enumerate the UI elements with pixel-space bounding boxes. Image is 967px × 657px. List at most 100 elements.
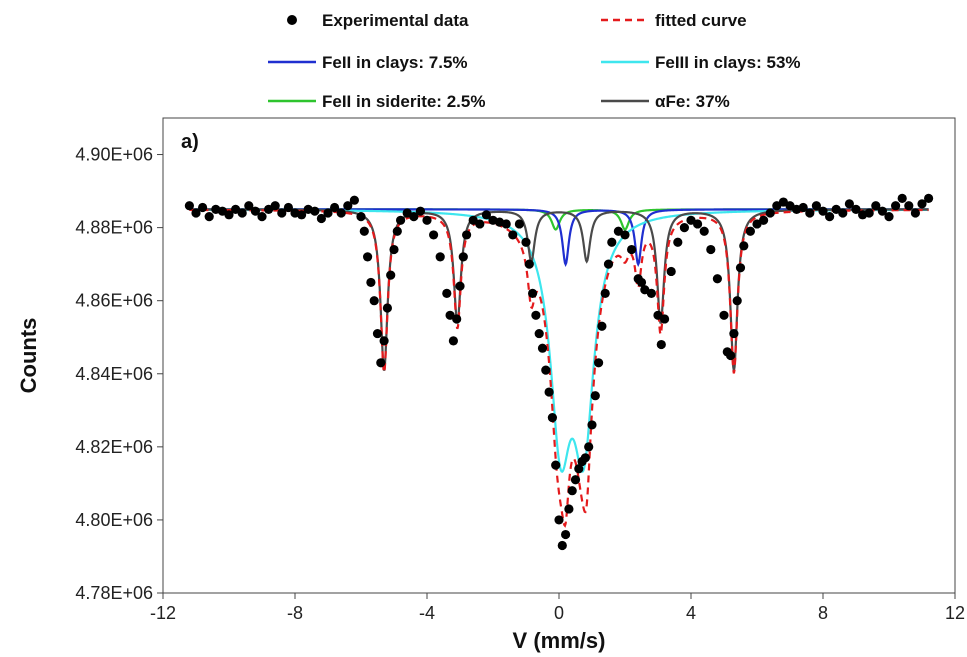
alpha-fe-curve	[189, 208, 929, 371]
x-tick-label: -8	[287, 603, 303, 623]
y-tick-label: 4.86E+06	[75, 291, 153, 311]
data-point	[564, 504, 574, 514]
data-point	[646, 288, 657, 298]
data-point	[237, 208, 247, 218]
legend-label-fe2-siderite: FeII in siderite: 2.5%	[322, 92, 485, 111]
data-point	[656, 339, 666, 350]
data-point	[336, 208, 346, 218]
data-point	[594, 358, 604, 368]
data-point	[429, 230, 439, 240]
data-point	[343, 201, 353, 211]
data-point	[587, 420, 597, 430]
data-point	[825, 212, 835, 222]
data-point	[699, 226, 709, 236]
data-point	[838, 208, 848, 218]
data-point	[508, 230, 518, 240]
data-point	[283, 202, 293, 213]
data-point	[501, 219, 511, 229]
data-point	[531, 310, 541, 320]
x-tick-label: -4	[419, 603, 435, 623]
data-point	[547, 413, 558, 423]
data-point	[514, 219, 525, 229]
data-point	[574, 464, 584, 474]
data-point	[524, 259, 534, 269]
data-point	[910, 208, 921, 218]
data-point	[544, 387, 554, 397]
data-point	[191, 208, 201, 218]
data-point	[745, 226, 756, 236]
data-point	[811, 201, 822, 211]
data-point	[851, 204, 861, 214]
data-point	[452, 314, 462, 324]
data-point	[666, 266, 676, 277]
data-point	[759, 215, 769, 225]
data-point	[554, 515, 564, 525]
data-point	[693, 219, 703, 229]
data-point	[409, 212, 419, 222]
data-point	[392, 226, 402, 236]
data-point	[257, 212, 267, 222]
data-point	[369, 296, 379, 306]
data-point	[184, 201, 194, 211]
data-point	[455, 281, 465, 291]
data-point	[422, 215, 432, 225]
data-point	[297, 210, 307, 220]
data-point	[765, 208, 775, 218]
data-point	[442, 288, 452, 298]
data-point	[330, 202, 340, 213]
y-tick-label: 4.78E+06	[75, 583, 153, 603]
fe3-clays-curve	[189, 208, 929, 473]
data-point	[224, 210, 234, 220]
legend-marker-experimental	[287, 15, 297, 25]
legend-label-experimental: Experimental data	[322, 11, 469, 30]
data-point	[551, 460, 561, 470]
panel-label: a)	[181, 131, 199, 153]
data-point	[435, 252, 445, 262]
data-point	[603, 259, 614, 269]
data-point	[636, 277, 647, 288]
x-axis: -12 -8 -4 0 4 8 12	[150, 593, 965, 623]
data-point	[537, 343, 548, 353]
y-tick-label: 4.80E+06	[75, 510, 153, 530]
data-point	[924, 193, 934, 203]
data-point	[415, 206, 425, 216]
data-point	[660, 314, 670, 324]
data-point	[386, 270, 396, 280]
data-point	[607, 237, 617, 247]
data-point	[561, 529, 571, 540]
data-point	[198, 202, 208, 213]
data-point	[316, 213, 326, 224]
data-point	[204, 212, 214, 222]
data-point	[389, 244, 399, 255]
x-axis-title: V (mm/s)	[513, 628, 606, 653]
data-point	[732, 296, 742, 306]
legend-label-fe2-clays: FeII in clays: 7.5%	[322, 53, 468, 72]
data-point	[363, 252, 373, 262]
data-point	[620, 230, 630, 240]
data-point	[379, 336, 389, 346]
y-axis: 4.78E+06 4.80E+06 4.82E+06 4.84E+06 4.86E+06…	[75, 145, 163, 603]
data-point	[349, 195, 359, 205]
data-point	[600, 288, 610, 298]
data-point	[729, 328, 739, 339]
data-point	[250, 206, 260, 216]
data-point	[679, 223, 690, 233]
data-point	[891, 201, 901, 211]
legend: Experimental data fitted curve FeII in cla…	[268, 11, 801, 111]
data-point	[356, 212, 366, 222]
data-point	[323, 208, 333, 218]
data-point	[458, 252, 468, 262]
data-point	[798, 202, 808, 213]
data-point	[580, 453, 591, 463]
data-point	[590, 391, 600, 401]
data-point	[884, 212, 894, 222]
legend-label-alpha-fe: αFe: 37%	[655, 92, 730, 111]
data-point	[877, 206, 888, 216]
data-point	[396, 215, 406, 225]
x-tick-label: 4	[686, 603, 696, 623]
x-tick-label: 12	[945, 603, 965, 623]
data-point	[521, 237, 531, 247]
data-point	[534, 328, 544, 339]
data-point	[570, 475, 581, 485]
